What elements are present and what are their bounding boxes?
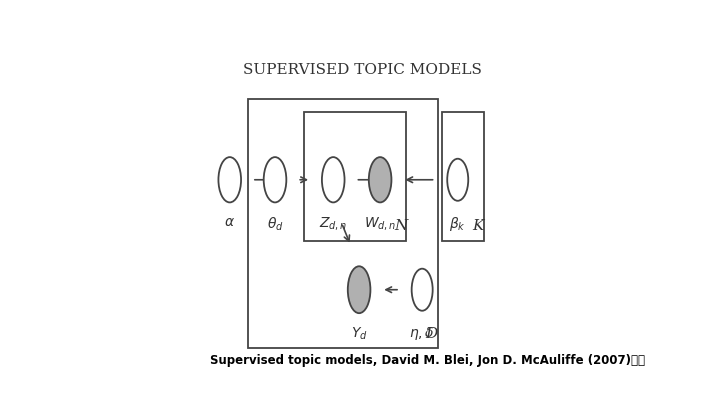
Text: D: D [426, 328, 438, 341]
Ellipse shape [322, 157, 344, 202]
Text: Supervised topic models, David M. Blei, Jon D. McAuliffe (2007)より: Supervised topic models, David M. Blei, … [211, 354, 645, 368]
Bar [442, 112, 484, 241]
Text: K: K [472, 219, 484, 233]
Text: $\eta, \delta$: $\eta, \delta$ [409, 325, 435, 342]
Ellipse shape [369, 157, 392, 202]
Text: $Y_d$: $Y_d$ [351, 325, 368, 342]
Text: $Z_{d,n}$: $Z_{d,n}$ [319, 215, 347, 232]
Bar [304, 112, 406, 241]
Text: $\beta_k$: $\beta_k$ [450, 215, 466, 234]
Text: $W_{d,n}$: $W_{d,n}$ [364, 215, 397, 232]
Text: SUPERVISED TOPIC MODELS: SUPERVISED TOPIC MODELS [243, 63, 481, 77]
Ellipse shape [448, 159, 468, 201]
Text: N: N [395, 219, 408, 233]
Text: $\alpha$: $\alpha$ [224, 215, 235, 229]
Ellipse shape [264, 157, 286, 202]
Ellipse shape [348, 266, 370, 313]
Ellipse shape [411, 269, 433, 311]
Ellipse shape [218, 157, 241, 202]
Text: $\theta_d$: $\theta_d$ [267, 215, 284, 233]
Bar [247, 99, 438, 348]
